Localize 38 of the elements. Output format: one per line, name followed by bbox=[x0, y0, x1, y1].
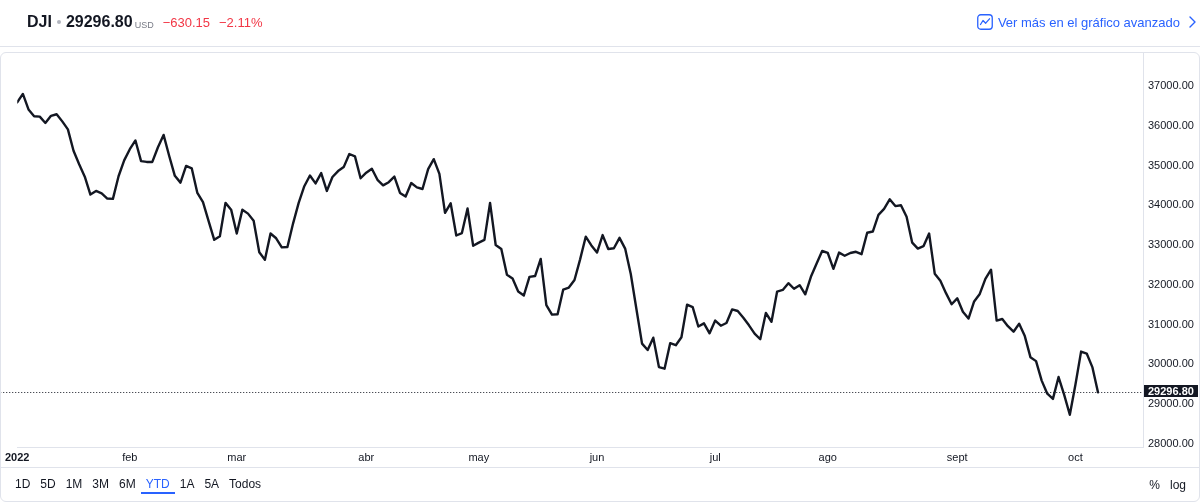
text: 1M bbox=[64, 476, 84, 493]
y-tick-label: 31000.00 bbox=[1148, 317, 1194, 330]
ref-line-label: 29296.80 bbox=[1148, 384, 1194, 397]
y-tick-label: 37000.00 bbox=[1148, 79, 1194, 92]
text: Todos bbox=[228, 476, 263, 493]
text: YTD bbox=[140, 476, 175, 494]
y-tick-label: 36000.00 bbox=[1148, 118, 1194, 131]
y-tick-label: 35000.00 bbox=[1148, 158, 1194, 171]
text: 1D bbox=[14, 476, 32, 493]
text: 6M bbox=[118, 476, 137, 493]
text: −630.15 bbox=[162, 14, 211, 30]
text: % bbox=[1148, 477, 1161, 493]
x-tick-label: ago bbox=[818, 450, 837, 463]
y-tick-label: 34000.00 bbox=[1148, 198, 1194, 211]
text: 5A bbox=[203, 476, 221, 493]
text: 3M bbox=[91, 476, 111, 493]
y-tick-label: 33000.00 bbox=[1148, 238, 1194, 251]
x-tick-label: sept bbox=[946, 450, 968, 463]
text: USD bbox=[134, 19, 154, 30]
x-tick-label: oct bbox=[1068, 450, 1083, 463]
x-tick-label: jul bbox=[708, 450, 721, 463]
text: 1A bbox=[178, 476, 196, 493]
x-tick-label: feb bbox=[122, 450, 138, 463]
x-tick-label: 2022 bbox=[4, 450, 30, 463]
text: 5D bbox=[39, 476, 57, 493]
text: log bbox=[1169, 477, 1187, 493]
y-tick-label: 28000.00 bbox=[1148, 436, 1194, 449]
x-tick-label: may bbox=[468, 450, 490, 463]
text: Ver más en el gráfico avanzado bbox=[997, 14, 1180, 30]
chart-title: DJI bbox=[27, 13, 52, 31]
x-tick-label: abr bbox=[358, 450, 375, 463]
y-tick-label: 30000.00 bbox=[1148, 357, 1194, 370]
text: −2.11% bbox=[219, 14, 263, 30]
x-tick-label: mar bbox=[227, 450, 247, 463]
text: 29296.80 bbox=[65, 13, 133, 31]
y-tick-label: 32000.00 bbox=[1148, 277, 1194, 290]
x-tick-label: jun bbox=[588, 450, 605, 463]
y-tick-label: 29000.00 bbox=[1148, 397, 1194, 410]
